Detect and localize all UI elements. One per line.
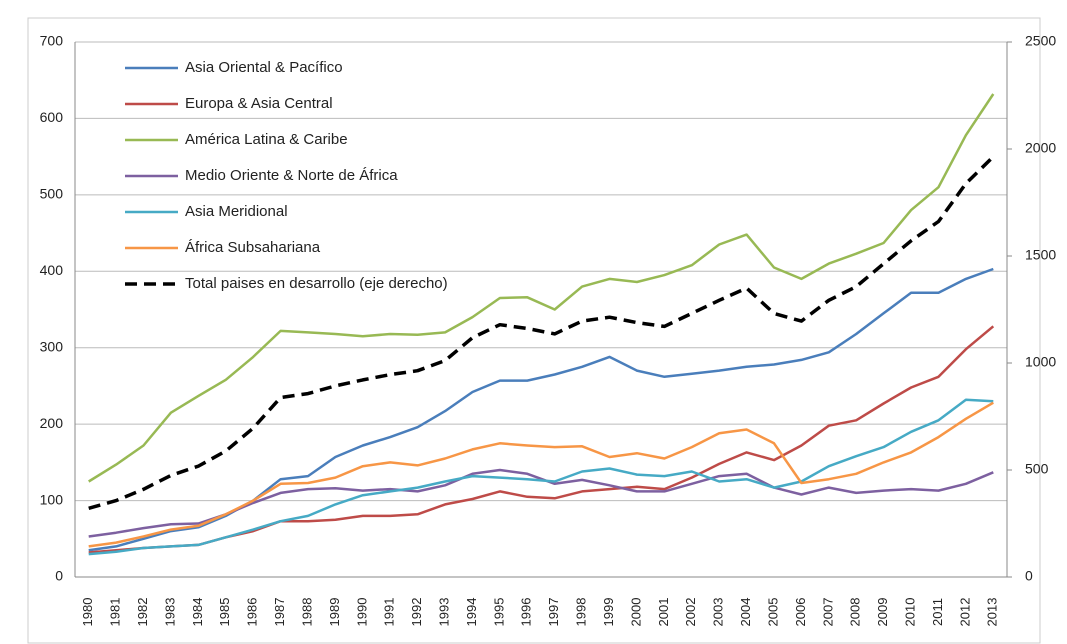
y-tick-label: 0 xyxy=(55,568,63,584)
y-tick-label: 500 xyxy=(40,186,64,202)
x-tick-label: 2011 xyxy=(930,598,945,626)
x-tick-label: 1985 xyxy=(217,598,232,627)
y-tick-label: 100 xyxy=(40,491,64,507)
x-tick-label: 2012 xyxy=(957,598,972,627)
x-tick-label: 1994 xyxy=(464,598,479,627)
legend-label: África Subsahariana xyxy=(185,239,321,256)
x-tick-label: 2003 xyxy=(711,598,726,627)
x-tick-label: 1987 xyxy=(272,598,287,627)
series-line xyxy=(88,401,994,548)
x-tick-label: 1991 xyxy=(382,598,397,627)
x-tick-label: 2004 xyxy=(738,598,753,627)
series-line xyxy=(88,155,995,510)
x-tick-label: 2013 xyxy=(985,598,1000,627)
x-tick-label: 1993 xyxy=(436,598,451,627)
x-tick-label: 2006 xyxy=(793,598,808,627)
legend-label: Asia Oriental & Pacífico xyxy=(185,59,343,76)
x-tick-label: 2001 xyxy=(656,598,671,627)
y2-tick-label: 2000 xyxy=(1025,140,1056,156)
y2-tick-label: 1000 xyxy=(1025,354,1056,370)
y-tick-label: 600 xyxy=(40,109,64,125)
x-tick-label: 1999 xyxy=(601,598,616,627)
x-tick-label: 1980 xyxy=(80,598,95,627)
x-tick-label: 1984 xyxy=(190,598,205,627)
x-tick-label: 2007 xyxy=(820,598,835,627)
x-tick-label: 1982 xyxy=(135,598,150,627)
legend-label: Total paises en desarrollo (eje derecho) xyxy=(185,275,448,292)
x-tick-label: 1986 xyxy=(245,598,260,627)
y2-tick-label: 1500 xyxy=(1025,247,1056,263)
x-tick-label: 1998 xyxy=(574,598,589,627)
legend-label: Asia Meridional xyxy=(185,203,288,220)
x-tick-label: 1981 xyxy=(108,598,123,627)
y2-tick-label: 2500 xyxy=(1025,33,1056,49)
y-tick-label: 300 xyxy=(40,338,64,354)
y-tick-label: 200 xyxy=(40,415,64,431)
x-tick-label: 1990 xyxy=(354,598,369,627)
x-tick-label: 1995 xyxy=(491,598,506,627)
x-tick-label: 2000 xyxy=(628,598,643,627)
y-tick-label: 400 xyxy=(40,262,64,278)
x-tick-label: 2002 xyxy=(683,598,698,627)
x-tick-label: 2010 xyxy=(902,598,917,627)
x-tick-label: 2009 xyxy=(875,598,890,627)
x-tick-label: 1988 xyxy=(299,598,314,627)
x-tick-label: 1992 xyxy=(409,598,424,627)
legend-label: América Latina & Caribe xyxy=(185,131,348,148)
x-tick-label: 1989 xyxy=(327,598,342,627)
legend-label: Europa & Asia Central xyxy=(185,95,333,112)
legend-label: Medio Oriente & Norte de África xyxy=(185,167,398,184)
x-tick-label: 1983 xyxy=(162,598,177,627)
series-line xyxy=(88,398,994,556)
x-tick-label: 1997 xyxy=(546,598,561,627)
y-tick-label: 700 xyxy=(40,33,64,49)
x-tick-label: 1996 xyxy=(519,598,534,627)
series-line xyxy=(88,93,995,483)
x-tick-label: 2005 xyxy=(765,598,780,627)
x-tick-label: 2008 xyxy=(848,598,863,627)
y2-tick-label: 500 xyxy=(1025,461,1049,477)
y2-tick-label: 0 xyxy=(1025,568,1033,584)
